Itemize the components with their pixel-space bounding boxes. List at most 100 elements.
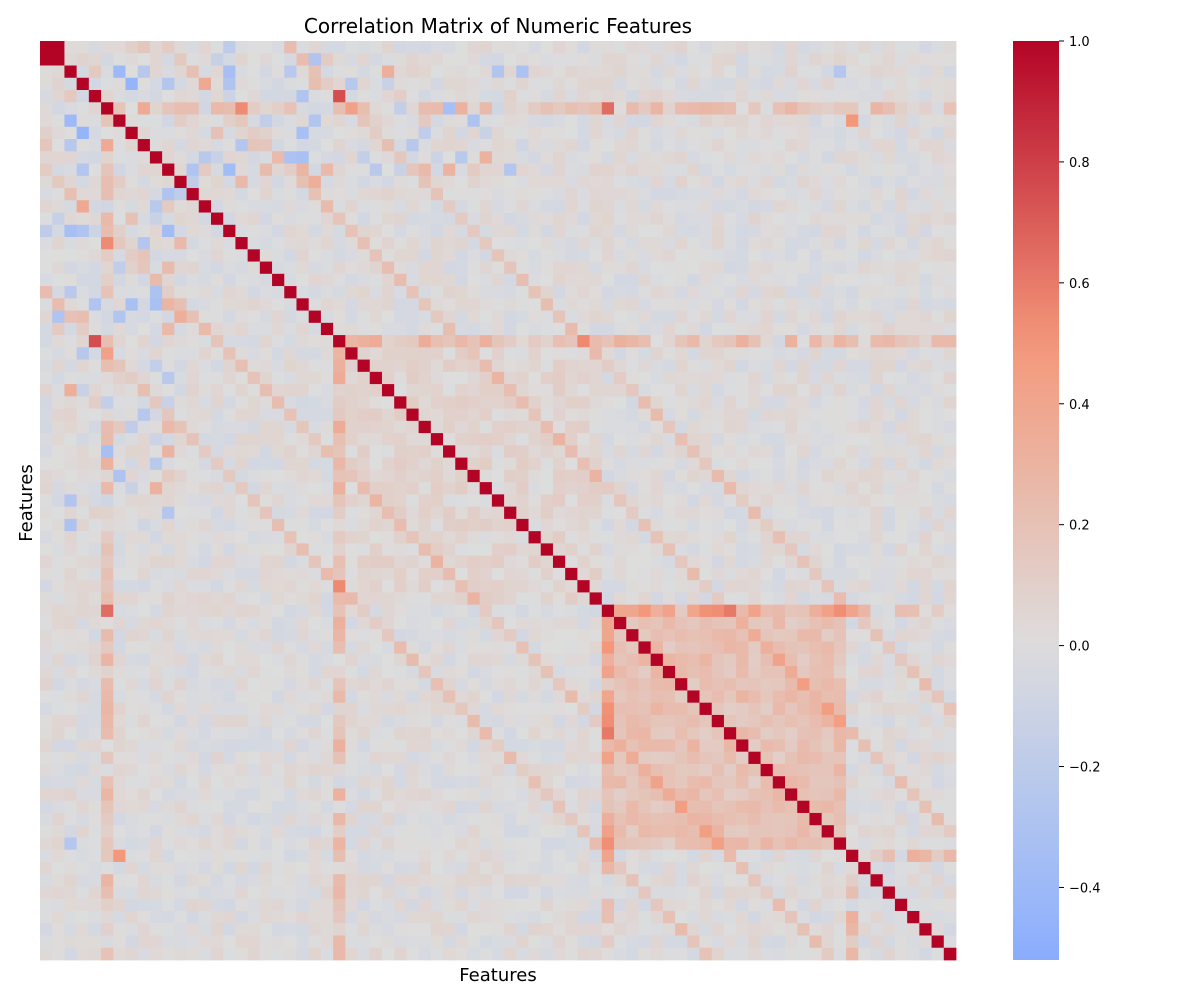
heatmap-cell [149,457,163,471]
heatmap-cell [528,506,542,520]
heatmap-cell [76,690,90,704]
heatmap-cell [528,396,542,409]
heatmap-cell [247,543,261,557]
heatmap-cell [186,420,200,434]
heatmap-cell [540,90,554,103]
heatmap-cell [931,531,945,544]
heatmap-cell [858,90,871,103]
heatmap-cell [589,531,603,544]
heatmap-cell [528,384,542,397]
heatmap-cell [858,604,871,618]
heatmap-cell [662,433,676,446]
heatmap-cell [736,494,749,508]
heatmap-cell [381,322,395,336]
heatmap-cell [345,653,358,667]
heatmap-cell [284,751,297,765]
heatmap-cell [687,298,700,311]
heatmap-cell [113,690,126,704]
heatmap-cell [113,139,126,152]
heatmap-cell [284,224,297,238]
heatmap-cell [455,114,468,128]
heatmap-cell [919,702,932,716]
heatmap-cell [858,310,871,324]
heatmap-cell [345,322,358,336]
heatmap-cell [614,114,627,128]
heatmap-cell [504,812,517,826]
heatmap-cell [699,77,713,91]
heatmap-cell [614,592,627,606]
heatmap-cell [272,604,285,618]
heatmap-cell [919,408,932,422]
heatmap-cell [662,751,676,765]
heatmap-cell [601,506,615,520]
heatmap-cell [919,763,932,777]
heatmap-cell [650,800,664,814]
heatmap-cell [870,812,884,826]
heatmap-cell [504,102,517,115]
heatmap-cell [699,837,713,851]
heatmap-cell [931,224,945,238]
heatmap-cell [394,825,407,838]
heatmap-cell [406,188,420,201]
heatmap-cell [394,543,407,557]
heatmap-cell [711,53,725,66]
heatmap-cell [113,616,126,630]
heatmap-cell [601,286,615,299]
heatmap-cell [247,776,261,789]
heatmap-cell [101,237,114,250]
heatmap-cell [345,77,358,91]
heatmap-cell [589,212,603,226]
heatmap-cell [858,261,871,275]
heatmap-cell [357,200,371,213]
heatmap-cell [467,347,481,360]
heatmap-cell [272,629,285,642]
heatmap-cell [125,347,139,360]
heatmap-cell [662,825,676,838]
heatmap-cell [455,212,468,226]
heatmap-cell [272,445,285,459]
heatmap-cell [650,212,664,226]
heatmap-cell [394,739,407,753]
heatmap-cell [833,359,847,373]
heatmap-cell [785,396,798,409]
heatmap-cell [943,629,957,642]
heatmap-cell [381,702,395,716]
heatmap-cell [931,616,945,630]
heatmap-cell [516,518,529,532]
heatmap-cell [64,237,78,250]
heatmap-cell [88,420,102,434]
heatmap-cell [174,102,187,115]
heatmap-cell [320,310,334,324]
heatmap-cell [931,739,945,753]
heatmap-cell [210,555,224,569]
heatmap-cell [333,812,346,826]
heatmap-cell [675,665,688,679]
heatmap-cell [723,555,737,569]
heatmap-cell [772,261,786,275]
heatmap-cell [907,126,920,140]
heatmap-cell [162,727,175,740]
heatmap-cell [614,543,627,557]
heatmap-cell [345,751,358,765]
heatmap-cell [589,739,603,753]
heatmap-cell [210,739,224,753]
heatmap-cell [491,604,505,618]
heatmap-cell [626,102,639,115]
heatmap-cell [552,200,566,213]
heatmap-cell [125,384,139,397]
heatmap-cell [223,212,236,226]
heatmap-cell [149,678,163,691]
heatmap-cell [406,90,420,103]
heatmap-cell [406,580,420,593]
heatmap-cell [406,249,420,262]
heatmap-cell [406,445,420,459]
heatmap-cell [821,371,835,385]
heatmap-cell [577,200,590,213]
heatmap-cell [369,322,383,336]
heatmap-cell [467,482,481,495]
heatmap-cell [467,653,481,667]
heatmap-cell [162,653,175,667]
heatmap-cell [40,739,53,753]
heatmap-cell [235,53,249,66]
heatmap-cell [40,286,53,299]
